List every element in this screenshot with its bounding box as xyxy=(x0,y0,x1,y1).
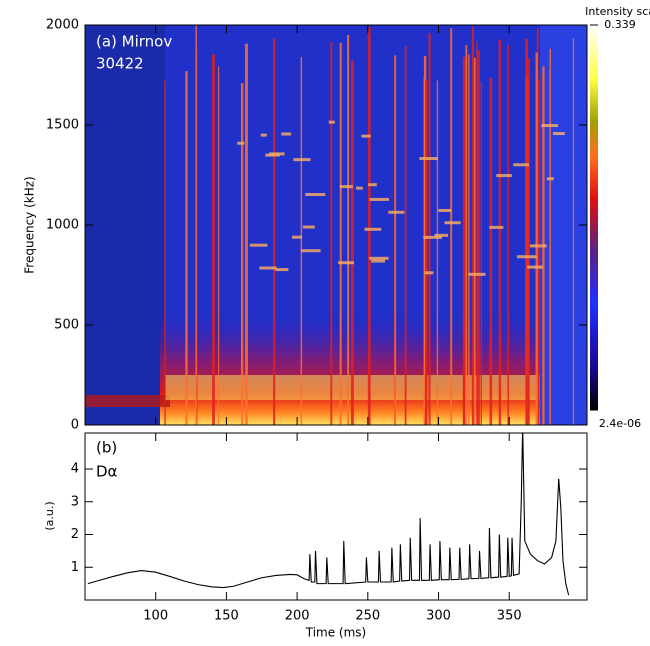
spectrogram-mode xyxy=(529,244,547,248)
spectrogram-mode xyxy=(513,163,529,167)
spectrogram-mode xyxy=(293,158,311,162)
spectrogram-mode xyxy=(305,193,326,197)
panel-a-title: (a) Mirnov xyxy=(96,33,172,51)
spectrogram-mode xyxy=(444,221,461,225)
y-tick-label: 1 xyxy=(71,560,79,575)
spectrogram-mode xyxy=(281,132,292,136)
spectrogram-mode xyxy=(300,249,321,253)
spectrogram-mode xyxy=(424,271,434,275)
y-tick-label: 0 xyxy=(71,418,79,433)
spectrogram-mode xyxy=(552,132,565,136)
spectrogram-quiet-region xyxy=(85,25,165,425)
x-tick-label: 200 xyxy=(285,609,310,624)
y-tick-label: 1000 xyxy=(46,218,79,233)
y-tick-label: 1500 xyxy=(46,118,79,133)
spectrogram-mode xyxy=(371,259,386,263)
x-tick-label: 100 xyxy=(143,609,168,624)
spectrogram-mode xyxy=(291,235,302,239)
spectrogram-mode xyxy=(237,141,245,145)
spectrogram-mode xyxy=(546,177,554,181)
colorbar-tick-label: 0.339 xyxy=(604,18,636,31)
spectrogram-mode xyxy=(355,186,363,190)
spectrogram-mode xyxy=(368,183,377,187)
spectrogram-mode xyxy=(369,256,389,260)
spectrogram-mode xyxy=(275,268,289,272)
spectrogram-mode xyxy=(364,227,382,231)
x-tick-label: 250 xyxy=(355,609,380,624)
spectrogram-mode xyxy=(249,243,268,247)
spectrogram-band xyxy=(165,375,545,400)
colorbar-title: Intensity scale xyxy=(585,5,650,18)
spectrogram-mode xyxy=(338,261,355,265)
spectrogram-mode xyxy=(496,174,512,178)
spectrogram-mode xyxy=(328,120,335,124)
panel-a-subtitle: 30422 xyxy=(96,55,144,73)
y-axis-label: (a.u.) xyxy=(43,501,56,530)
x-tick-label: 300 xyxy=(426,609,451,624)
spectrogram-mode xyxy=(259,266,277,270)
spectrogram-mode xyxy=(438,208,452,212)
spectrogram-band xyxy=(85,395,170,407)
spectrogram-mode xyxy=(265,153,280,157)
data-line xyxy=(87,433,570,596)
x-axis-label: Time (ms) xyxy=(305,626,367,640)
spectrogram-mode xyxy=(423,235,442,239)
spectrogram-mode xyxy=(339,185,353,189)
panel-b-subtitle: Dα xyxy=(96,463,118,481)
spectrogram-mode xyxy=(369,197,389,201)
y-axis-label: Frequency (kHz) xyxy=(23,176,37,273)
colorbar xyxy=(590,25,598,410)
colorbar-tick-label: 2.4e-06 xyxy=(599,417,641,430)
spectrogram-mode xyxy=(527,265,543,269)
y-tick-label: 500 xyxy=(54,318,79,333)
x-tick-label: 350 xyxy=(497,609,522,624)
spectrogram-mode xyxy=(541,124,559,128)
y-tick-label: 2 xyxy=(71,527,79,542)
spectrogram-mode xyxy=(260,133,267,137)
spectrogram-mode xyxy=(419,157,438,161)
y-tick-label: 4 xyxy=(71,462,79,477)
panel-b-title: (b) xyxy=(96,439,117,457)
spectrogram-mode xyxy=(489,225,504,229)
spectrogram-mode xyxy=(434,233,449,237)
spectrogram-mode xyxy=(302,225,315,229)
y-tick-label: 3 xyxy=(71,494,79,509)
spectrogram-mode xyxy=(388,210,405,214)
x-tick-label: 150 xyxy=(214,609,239,624)
spectrogram-mode xyxy=(361,134,371,138)
spectrogram xyxy=(85,25,587,425)
panel-b-frame xyxy=(84,432,588,601)
spectrogram-mode xyxy=(516,255,537,259)
spectrogram-mode xyxy=(468,272,486,276)
y-tick-label: 2000 xyxy=(46,18,79,33)
